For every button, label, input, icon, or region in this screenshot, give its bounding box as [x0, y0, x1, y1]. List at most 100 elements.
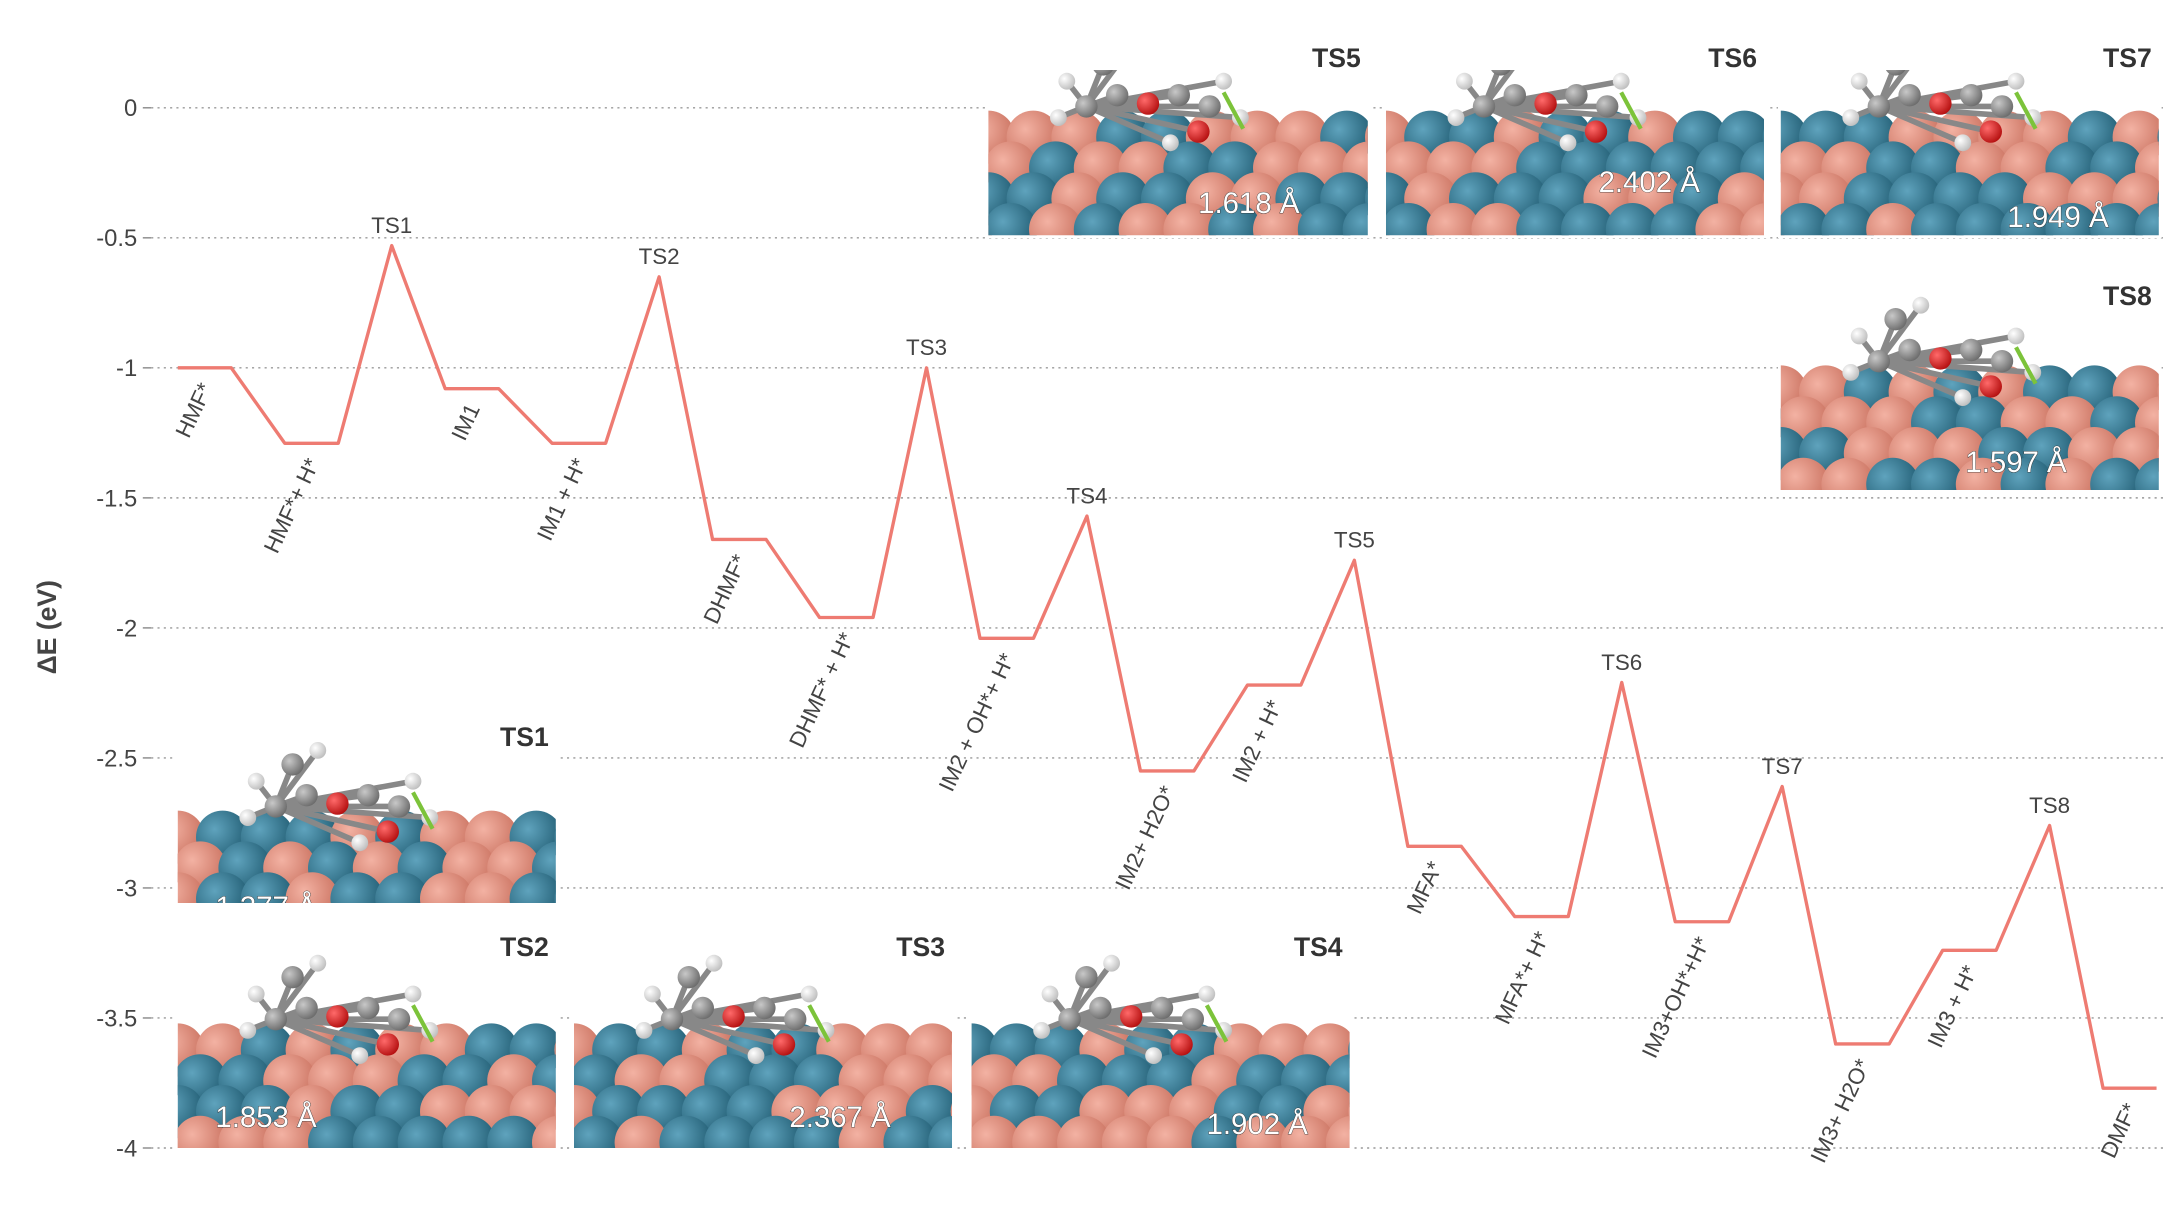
surface-atom [917, 172, 970, 225]
surface-atom [1163, 203, 1217, 236]
molecule-atom [264, 1007, 287, 1031]
surface-atom [352, 1115, 406, 1148]
molecule-atom [1033, 1021, 1050, 1039]
molecule-atom [309, 741, 327, 759]
molecule-atom [1959, 338, 1983, 362]
surface-atom [749, 1115, 803, 1148]
molecule-atom [404, 772, 422, 790]
molecule-atom [722, 1005, 745, 1028]
surface-atom [1385, 203, 1435, 236]
molecule-atom [1120, 42, 1137, 59]
molecule-atom [387, 1007, 411, 1031]
molecule-atom [1979, 120, 2002, 143]
molecule-atom [1058, 72, 1076, 90]
molecule-atom [356, 996, 380, 1020]
molecule-atom [1885, 70, 1906, 76]
surface-atom [1605, 203, 1659, 236]
inset-label: TS8 [2103, 281, 2152, 311]
surface-atom [1118, 203, 1172, 236]
molecule-atom [1145, 1047, 1162, 1064]
surface-atom [2045, 203, 2099, 236]
bond-arrow [1619, 91, 1643, 130]
surface-atom [1740, 203, 1764, 236]
bond [1877, 358, 1964, 401]
surface-atom [2090, 457, 2144, 491]
molecule-atom [1898, 338, 1921, 362]
bond-arrow [1204, 1004, 1229, 1043]
surface-atom [2157, 190, 2159, 208]
inset-label: TS5 [1312, 43, 1361, 73]
molecule-atom [1884, 308, 1907, 331]
ts-label: TS4 [1066, 483, 1107, 508]
molecule-atom [1912, 296, 1930, 314]
ts-label: TS6 [1601, 650, 1642, 675]
molecule-atom [1990, 350, 2014, 373]
inset-label: TS2 [500, 932, 549, 962]
inset-distance: 1.597 Å [1965, 446, 2067, 479]
molecule-atom [1954, 389, 1972, 407]
bond [1876, 70, 1910, 109]
inset-label: TS4 [1294, 932, 1343, 962]
molecule-atom [1198, 95, 1221, 118]
molecule-atom [1990, 95, 2014, 118]
inset-label: TS1 [500, 722, 549, 752]
surface-atom [1471, 203, 1525, 236]
state-label: IM3 + H* [1923, 961, 1983, 1051]
inset-atoms [1709, 296, 2159, 491]
y-tick-label: -0.5 [96, 225, 137, 252]
surface-atom [577, 841, 630, 894]
surface-atom [1371, 1054, 1424, 1107]
surface-atom [2000, 203, 2054, 236]
molecule-atom [705, 954, 723, 972]
bond [1085, 103, 1172, 146]
ts-label: TS2 [639, 244, 680, 269]
y-axis-label: ΔE (eV) [32, 580, 62, 674]
bond-arrow [2014, 91, 2038, 130]
bond [671, 1016, 785, 1048]
inset-distance: 2.402 Å [1599, 166, 1701, 199]
molecule-atom [660, 1007, 684, 1031]
ts-label: TS5 [1334, 528, 1375, 553]
state-label: IM2 + H* [1227, 696, 1287, 786]
surface-atom [1709, 365, 1762, 418]
surface-atom [1762, 190, 1764, 208]
molecule-atom [1041, 985, 1059, 1003]
molecule-atom [1559, 134, 1577, 152]
surface-atom [1325, 1115, 1350, 1148]
surface-atom [1762, 128, 1764, 146]
molecule-atom [1198, 985, 1216, 1003]
molecule-atom [351, 1047, 369, 1064]
surface-atom [1426, 203, 1480, 236]
surface-atom [1955, 457, 2009, 491]
molecule-atom [247, 985, 265, 1003]
molecule-atom [295, 996, 318, 1020]
surface-atom [988, 215, 993, 236]
inset: TS8 1.597 Å [1709, 252, 2162, 493]
surface-atom [554, 828, 556, 846]
molecule-atom [1979, 375, 2002, 398]
ts-label: TS8 [2029, 793, 2070, 818]
surface-atom [1236, 1115, 1290, 1148]
molecule-atom [1049, 109, 1067, 127]
surface-atom [1348, 1041, 1350, 1059]
molecule-atom [1150, 996, 1174, 1020]
surface-atom [1057, 1115, 1111, 1148]
molecule-atom [376, 1033, 399, 1056]
molecule-atom [1518, 42, 1535, 59]
state-label: HMF* [171, 379, 218, 442]
surface-atom [2157, 383, 2159, 401]
surface-atom [1955, 203, 2009, 236]
molecule-atom [351, 834, 369, 852]
surface-atom [1029, 203, 1083, 236]
bond-arrow [1221, 91, 1246, 130]
y-tick-label: 0 [124, 95, 137, 122]
surface-atom [554, 1103, 556, 1121]
molecule-atom [1929, 347, 1952, 370]
surface-atom [988, 153, 993, 183]
bond [274, 803, 361, 846]
surface-atom [106, 811, 159, 864]
bond [274, 1016, 361, 1059]
molecule-atom [1584, 120, 1608, 143]
surface-atom [2157, 445, 2159, 463]
